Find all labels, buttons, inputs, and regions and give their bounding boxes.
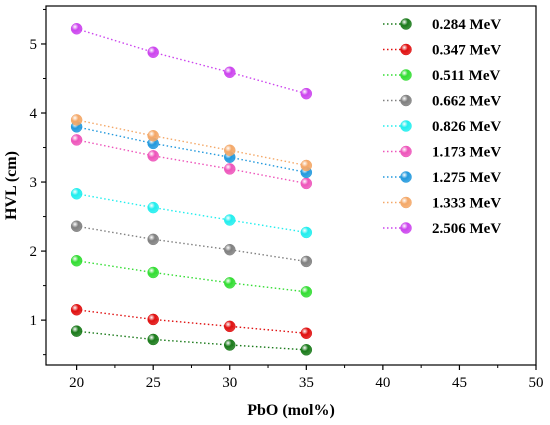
series-line bbox=[76, 28, 307, 95]
legend-item: 0.511 MeV bbox=[383, 68, 500, 84]
data-point bbox=[300, 177, 313, 190]
data-point bbox=[300, 286, 313, 298]
legend-label: 1.173 MeV bbox=[432, 145, 501, 161]
data-point bbox=[147, 46, 159, 59]
series-line bbox=[76, 119, 307, 167]
data-point bbox=[147, 333, 159, 346]
data-point bbox=[147, 313, 159, 326]
data-point bbox=[224, 243, 236, 256]
data-point bbox=[300, 255, 313, 268]
data-point bbox=[147, 233, 159, 246]
y-tick-label: 5 bbox=[30, 37, 38, 53]
data-point bbox=[224, 320, 236, 333]
x-tick-label: 20 bbox=[69, 375, 84, 391]
y-tick-label: 4 bbox=[30, 106, 38, 122]
series-line bbox=[76, 260, 307, 293]
legend-label: 0.347 MeV bbox=[432, 43, 501, 59]
legend-item: 2.506 MeV bbox=[383, 221, 501, 237]
x-tick-label: 25 bbox=[146, 375, 161, 391]
legend-label: 0.511 MeV bbox=[432, 68, 500, 84]
legend-item: 0.284 MeV bbox=[383, 17, 501, 33]
data-point bbox=[147, 266, 159, 279]
legend-label: 0.826 MeV bbox=[432, 119, 501, 135]
data-point bbox=[70, 188, 83, 200]
plot-area bbox=[70, 23, 313, 356]
legend-marker bbox=[400, 18, 412, 30]
data-point bbox=[224, 277, 236, 289]
data-point bbox=[147, 130, 159, 142]
series-0-826-MeV bbox=[70, 188, 313, 239]
data-point bbox=[300, 344, 313, 356]
series-line bbox=[76, 330, 307, 351]
x-axis-title: PbO (mol%) bbox=[247, 402, 335, 419]
x-tick-label: 50 bbox=[529, 375, 544, 391]
legend-item: 1.275 MeV bbox=[383, 170, 501, 186]
legend-marker bbox=[400, 145, 412, 158]
legend-item: 1.173 MeV bbox=[383, 145, 501, 161]
legend-item: 1.333 MeV bbox=[383, 196, 501, 212]
legend-marker bbox=[400, 94, 412, 107]
data-point bbox=[70, 23, 83, 35]
legend-marker bbox=[400, 120, 412, 132]
data-point bbox=[70, 114, 83, 126]
legend-marker bbox=[400, 43, 412, 56]
legend-marker bbox=[400, 222, 412, 234]
legend-item: 0.662 MeV bbox=[383, 94, 501, 110]
data-point bbox=[70, 304, 83, 316]
legend-label: 1.333 MeV bbox=[432, 196, 501, 212]
legend-label: 0.284 MeV bbox=[432, 17, 501, 33]
series-0-662-MeV bbox=[70, 220, 313, 268]
data-point bbox=[70, 255, 83, 267]
series-0-511-MeV bbox=[70, 255, 313, 298]
data-point bbox=[224, 163, 236, 175]
series-0-347-MeV bbox=[70, 304, 313, 339]
series-1-275-MeV bbox=[70, 121, 313, 179]
series-1-333-MeV bbox=[70, 114, 313, 172]
data-point bbox=[70, 134, 83, 146]
data-point bbox=[300, 327, 313, 339]
series-line bbox=[76, 309, 307, 334]
series-2-506-MeV bbox=[70, 23, 313, 100]
data-point bbox=[300, 226, 313, 239]
data-point bbox=[224, 214, 236, 226]
x-tick-label: 30 bbox=[222, 375, 237, 391]
series-line bbox=[76, 225, 307, 263]
x-tick-label: 45 bbox=[452, 375, 467, 391]
data-point bbox=[224, 66, 236, 79]
legend-label: 1.275 MeV bbox=[432, 170, 501, 186]
legend-marker bbox=[400, 196, 412, 209]
legend-marker bbox=[400, 69, 412, 81]
x-tick-label: 35 bbox=[299, 375, 314, 391]
y-axis-title: HVL (cm) bbox=[3, 151, 20, 220]
data-point bbox=[70, 220, 83, 232]
data-point bbox=[300, 87, 313, 100]
data-point bbox=[300, 159, 313, 172]
plot-frame bbox=[45, 5, 537, 366]
series-line bbox=[76, 139, 307, 185]
y-tick-label: 3 bbox=[30, 175, 38, 191]
series-line bbox=[76, 126, 307, 174]
data-point bbox=[224, 144, 236, 157]
legend-marker bbox=[400, 171, 412, 183]
legend-item: 0.347 MeV bbox=[383, 43, 501, 59]
legend-item: 0.826 MeV bbox=[383, 119, 501, 135]
y-tick-label: 1 bbox=[30, 313, 38, 329]
series-line bbox=[76, 193, 307, 234]
data-point bbox=[147, 201, 159, 214]
legend-label: 2.506 MeV bbox=[432, 221, 501, 237]
series-1-173-MeV bbox=[70, 134, 313, 190]
data-point bbox=[224, 339, 236, 351]
y-tick-label: 2 bbox=[30, 244, 38, 260]
data-point bbox=[147, 150, 159, 162]
legend: 0.284 MeV 0.347 MeV 0.511 MeV 0.662 MeV 0.82… bbox=[383, 17, 501, 237]
data-point bbox=[70, 325, 83, 337]
series-0-284-MeV bbox=[70, 325, 313, 356]
x-tick-label: 40 bbox=[375, 375, 390, 391]
legend-label: 0.662 MeV bbox=[432, 94, 501, 110]
